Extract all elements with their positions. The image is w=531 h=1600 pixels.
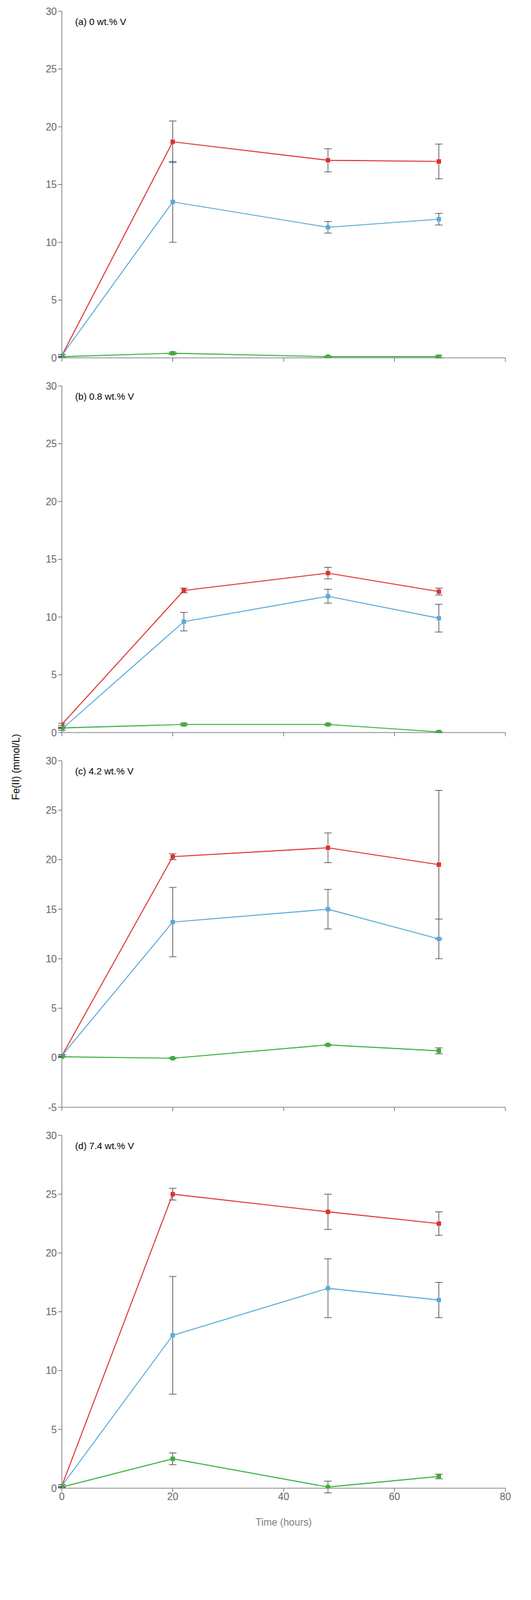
svg-text:5: 5: [51, 1003, 57, 1014]
html-text:(b) 0.8 wt.% V: (b) 0.8 wt.% V: [75, 391, 134, 402]
svg-text:10: 10: [45, 237, 57, 249]
svg-text:25: 25: [45, 438, 57, 450]
svg-text:10: 10: [45, 612, 57, 623]
svg-text:20: 20: [45, 121, 57, 133]
svg-text:30: 30: [45, 381, 57, 392]
svg-text:15: 15: [45, 554, 57, 565]
svg-text:20: 20: [45, 1248, 57, 1259]
svg-text:15: 15: [45, 904, 57, 916]
svg-text:80: 80: [499, 1491, 512, 1503]
svg-text:25: 25: [45, 1189, 57, 1201]
html-text:(a) 0 wt.% V: (a) 0 wt.% V: [75, 16, 127, 27]
svg-text:60: 60: [389, 1491, 401, 1503]
svg-text:0: 0: [51, 352, 57, 364]
svg-text:25: 25: [45, 805, 57, 816]
svg-text:30: 30: [45, 755, 57, 767]
svg-text:30: 30: [45, 1130, 57, 1142]
svg-text:20: 20: [167, 1491, 179, 1503]
svg-text:20: 20: [45, 496, 57, 508]
svg-text:10: 10: [45, 1365, 57, 1377]
svg-text:20: 20: [45, 854, 57, 866]
svg-text:40: 40: [277, 1491, 290, 1503]
svg-text:5: 5: [51, 294, 57, 306]
svg-text:10: 10: [45, 953, 57, 965]
svg-text:15: 15: [45, 179, 57, 190]
svg-text:15: 15: [45, 1306, 57, 1318]
svg-text:0: 0: [51, 1052, 57, 1064]
html-text:(c) 4.2 wt.% V: (c) 4.2 wt.% V: [75, 765, 134, 777]
svg-text:0: 0: [59, 1491, 65, 1503]
svg-text:5: 5: [51, 1424, 57, 1436]
svg-text:0: 0: [51, 1483, 57, 1495]
svg-text:30: 30: [45, 6, 57, 17]
svg-text:5: 5: [51, 669, 57, 681]
svg-text:-5: -5: [48, 1102, 57, 1114]
svg-text:0: 0: [51, 727, 57, 739]
svg-text:25: 25: [45, 63, 57, 75]
svg-text:Time (hours): Time (hours): [255, 1517, 312, 1529]
html-text:(d) 7.4 wt.% V: (d) 7.4 wt.% V: [75, 1140, 134, 1152]
html-text:Fe(II) (mmol/L): Fe(II) (mmol/L): [10, 734, 22, 801]
